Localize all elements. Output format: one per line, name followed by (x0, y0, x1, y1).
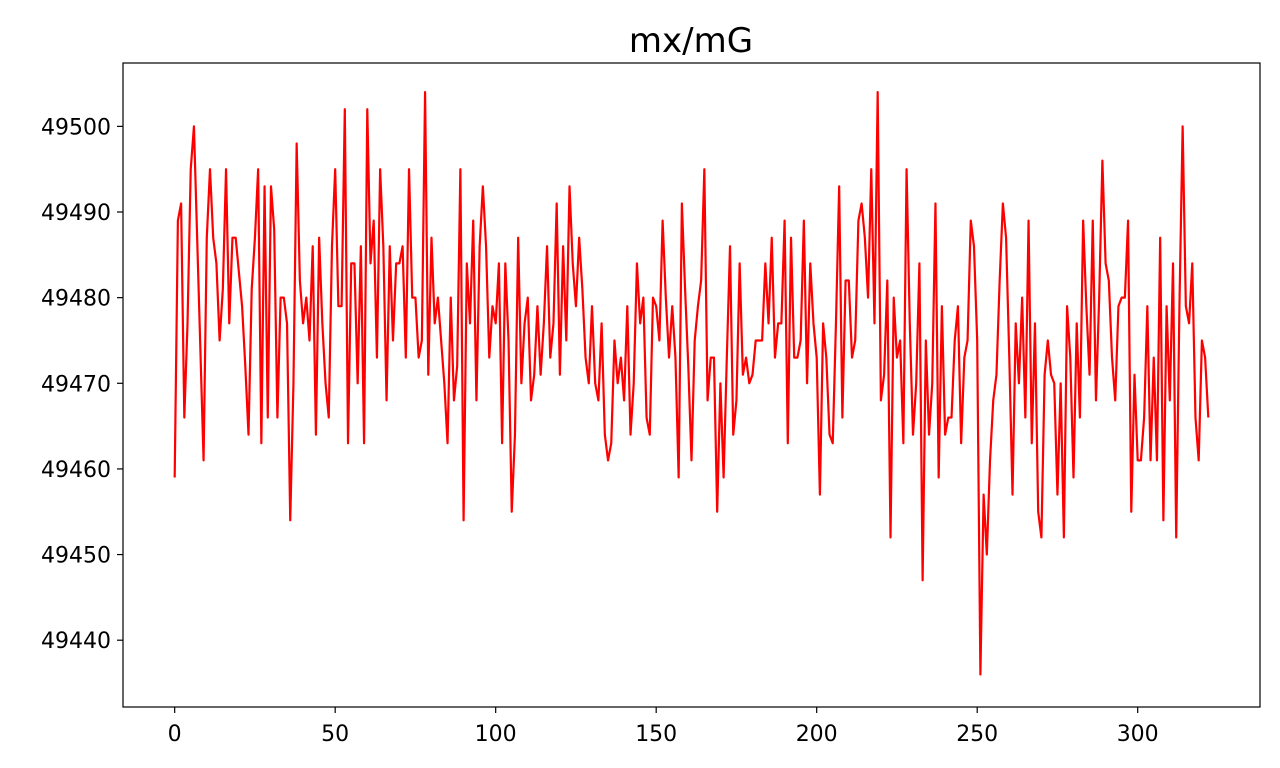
y-tick-label: 49460 (41, 458, 111, 483)
y-tick-label: 49500 (41, 115, 111, 140)
y-tick-label: 49480 (41, 287, 111, 312)
x-tick-label: 0 (168, 722, 182, 747)
y-tick-label: 49490 (41, 201, 111, 226)
x-tick-label: 250 (956, 722, 998, 747)
series-layer (173, 91, 1210, 676)
x-tick-label: 50 (321, 722, 349, 747)
x-tick-label: 100 (475, 722, 517, 747)
y-tick-label: 49450 (41, 544, 111, 569)
x-axis: 0 50 100 150 200 250 300 (168, 707, 1159, 747)
chart-title: mx/mG (629, 21, 753, 61)
x-tick-label: 300 (1117, 722, 1159, 747)
y-tick-label: 49440 (41, 629, 111, 654)
y-tick-label: 49470 (41, 372, 111, 397)
plot-frame (122, 62, 1261, 708)
x-tick-label: 200 (796, 722, 838, 747)
series-line (173, 91, 1210, 676)
x-tick-label: 150 (635, 722, 677, 747)
y-axis: 49440 49450 49460 49470 49480 49490 49500 (41, 115, 123, 654)
